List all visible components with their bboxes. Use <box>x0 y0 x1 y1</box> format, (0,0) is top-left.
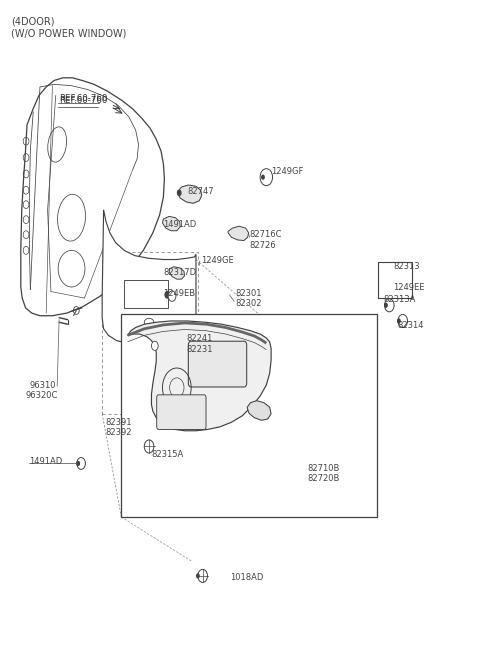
Circle shape <box>164 291 170 299</box>
Text: (W/O POWER WINDOW): (W/O POWER WINDOW) <box>11 28 127 39</box>
Polygon shape <box>162 216 180 231</box>
Bar <box>378 262 412 298</box>
Text: 82231: 82231 <box>186 345 213 354</box>
Polygon shape <box>178 185 202 203</box>
Circle shape <box>168 291 176 301</box>
Circle shape <box>196 573 200 578</box>
Circle shape <box>398 314 408 328</box>
Text: 1249EB: 1249EB <box>163 289 195 298</box>
Polygon shape <box>169 267 184 279</box>
Text: 82301: 82301 <box>235 289 262 298</box>
Polygon shape <box>21 78 164 316</box>
Circle shape <box>198 569 207 582</box>
Circle shape <box>177 189 181 196</box>
Circle shape <box>260 169 273 185</box>
Polygon shape <box>102 210 196 346</box>
Circle shape <box>384 303 388 308</box>
FancyBboxPatch shape <box>157 395 206 430</box>
Text: 82317D: 82317D <box>163 268 196 277</box>
FancyBboxPatch shape <box>188 341 247 387</box>
Text: 82391: 82391 <box>105 418 132 427</box>
Circle shape <box>144 440 154 453</box>
Bar <box>124 280 168 308</box>
Text: 82720B: 82720B <box>307 474 339 483</box>
Text: 82302: 82302 <box>235 299 262 309</box>
Ellipse shape <box>144 318 154 326</box>
Polygon shape <box>228 226 249 240</box>
Bar <box>102 252 198 414</box>
Text: 82726: 82726 <box>250 240 276 250</box>
Text: REF.60-760: REF.60-760 <box>59 94 108 103</box>
Text: 82313A: 82313A <box>384 295 416 304</box>
Text: 1249EE: 1249EE <box>393 283 425 292</box>
Text: 96310: 96310 <box>29 381 56 390</box>
Text: 82314: 82314 <box>397 321 423 330</box>
Text: 82716C: 82716C <box>250 230 282 239</box>
Circle shape <box>261 174 265 179</box>
Text: 96320C: 96320C <box>25 391 58 400</box>
Text: 1249GE: 1249GE <box>201 256 233 265</box>
Text: 82392: 82392 <box>105 428 132 438</box>
Text: REF.60-760: REF.60-760 <box>59 96 108 105</box>
Circle shape <box>77 458 85 470</box>
Text: 82747: 82747 <box>187 187 214 196</box>
Text: 1249GF: 1249GF <box>271 168 303 176</box>
Text: 82710B: 82710B <box>307 464 339 472</box>
Text: 82315A: 82315A <box>152 451 184 459</box>
Circle shape <box>397 318 401 324</box>
Circle shape <box>152 341 158 350</box>
Bar <box>121 314 377 517</box>
Text: (4DOOR): (4DOOR) <box>11 16 55 27</box>
Circle shape <box>384 299 394 312</box>
Text: 82241: 82241 <box>186 334 213 343</box>
Text: 82313: 82313 <box>393 262 420 271</box>
Text: 1018AD: 1018AD <box>230 572 264 582</box>
Circle shape <box>76 461 80 466</box>
Text: 1491AD: 1491AD <box>163 219 197 229</box>
Text: 1491AD: 1491AD <box>29 457 63 466</box>
Polygon shape <box>128 321 271 431</box>
Polygon shape <box>247 401 271 421</box>
